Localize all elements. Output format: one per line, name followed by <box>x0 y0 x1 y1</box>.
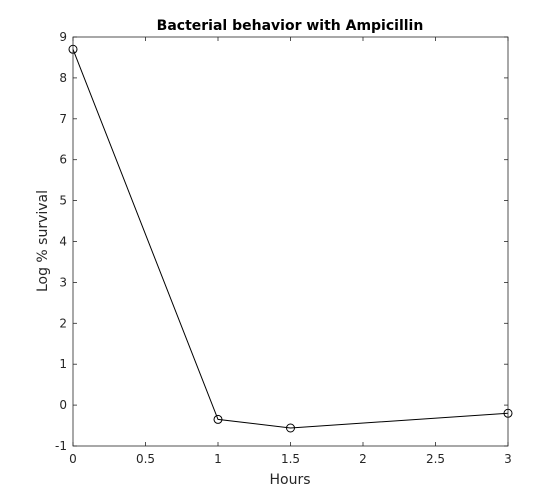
y-tick-label: 6 <box>59 153 67 167</box>
x-axis-label: Hours <box>269 472 310 488</box>
y-tick-label: 5 <box>59 194 67 208</box>
y-tick-label: 8 <box>59 71 67 85</box>
y-tick-label: 1 <box>59 357 67 371</box>
x-tick-label: 0 <box>69 452 77 466</box>
plot-frame <box>72 36 509 447</box>
data-point <box>213 414 223 424</box>
x-tick-label: 1.5 <box>281 452 300 466</box>
y-tick-label: 0 <box>59 398 67 412</box>
y-tick-label: 4 <box>59 235 67 249</box>
y-tick-label: 7 <box>59 112 67 126</box>
y-tick-label: 2 <box>59 316 67 330</box>
x-tick-label: 2 <box>359 452 367 466</box>
x-tick-label: 3 <box>504 452 512 466</box>
y-tick-label: 9 <box>59 30 67 44</box>
plot-area <box>73 37 508 446</box>
y-axis-label: Log % survival <box>35 190 51 292</box>
y-tick-label: -1 <box>55 439 67 453</box>
data-point <box>286 423 295 433</box>
x-tick-label: 2.5 <box>426 452 445 466</box>
x-tick-label: 0.5 <box>136 452 155 466</box>
series-line <box>72 49 509 429</box>
y-tick-label: 3 <box>59 275 67 289</box>
chart-title: Bacterial behavior with Ampicillin <box>157 18 424 34</box>
x-tick-label: 1 <box>214 452 222 466</box>
